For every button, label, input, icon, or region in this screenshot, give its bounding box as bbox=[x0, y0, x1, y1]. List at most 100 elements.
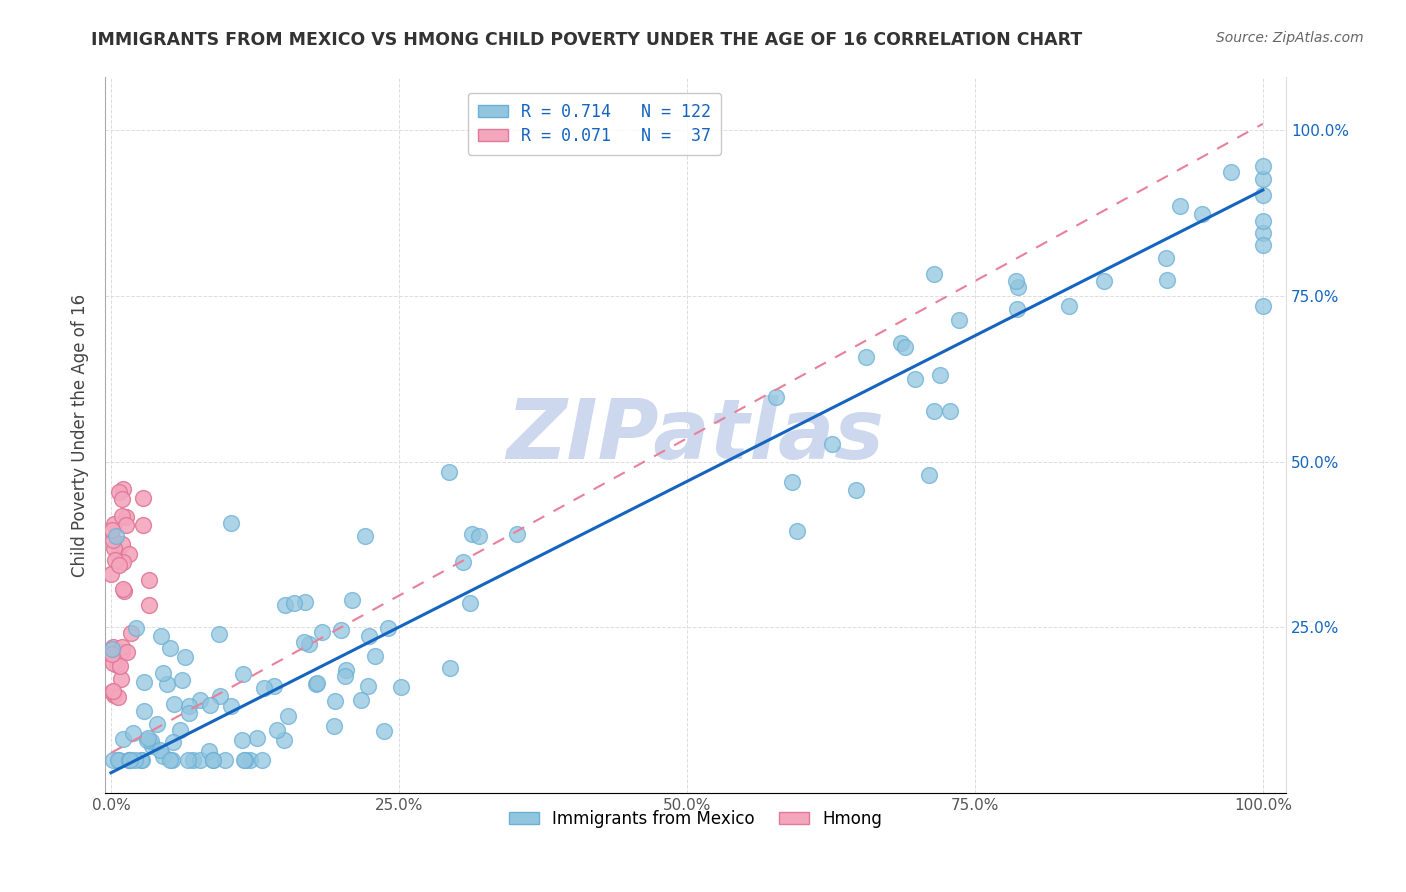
Point bbox=[111, 508, 134, 523]
Point bbox=[311, 625, 333, 640]
Point bbox=[110, 492, 132, 507]
Point bbox=[112, 555, 135, 569]
Point bbox=[219, 516, 242, 530]
Point bbox=[138, 599, 160, 613]
Point bbox=[437, 465, 460, 479]
Point bbox=[252, 681, 274, 695]
Point bbox=[922, 404, 945, 418]
Point bbox=[141, 739, 163, 753]
Text: Source: ZipAtlas.com: Source: ZipAtlas.com bbox=[1216, 31, 1364, 45]
Point bbox=[335, 663, 357, 677]
Point bbox=[103, 541, 125, 555]
Point bbox=[266, 723, 288, 738]
Point bbox=[298, 637, 321, 651]
Point bbox=[506, 526, 529, 541]
Point bbox=[111, 537, 134, 551]
Point bbox=[163, 697, 186, 711]
Point bbox=[1004, 274, 1026, 288]
Point bbox=[357, 680, 380, 694]
Point bbox=[1251, 237, 1274, 252]
Point bbox=[1219, 165, 1241, 179]
Point bbox=[939, 404, 962, 418]
Point bbox=[198, 744, 221, 758]
Point bbox=[132, 491, 155, 505]
Point bbox=[277, 708, 299, 723]
Point bbox=[149, 629, 172, 643]
Point bbox=[1168, 199, 1191, 213]
Point bbox=[112, 583, 135, 598]
Point bbox=[136, 733, 159, 747]
Point bbox=[451, 555, 474, 569]
Point bbox=[273, 733, 295, 747]
Point bbox=[108, 484, 131, 499]
Point bbox=[101, 753, 124, 767]
Point bbox=[103, 533, 125, 547]
Point bbox=[100, 642, 122, 657]
Point bbox=[159, 640, 181, 655]
Point bbox=[103, 688, 125, 702]
Point bbox=[132, 675, 155, 690]
Point bbox=[232, 753, 254, 767]
Point bbox=[101, 647, 124, 661]
Point bbox=[894, 340, 917, 354]
Point bbox=[103, 516, 125, 531]
Point bbox=[169, 723, 191, 737]
Point bbox=[188, 753, 211, 767]
Point bbox=[1007, 302, 1029, 317]
Point bbox=[1156, 272, 1178, 286]
Point bbox=[1092, 274, 1115, 288]
Point bbox=[364, 648, 387, 663]
Point bbox=[105, 657, 128, 672]
Point bbox=[305, 676, 328, 690]
Point bbox=[134, 704, 156, 718]
Point bbox=[765, 390, 787, 404]
Point bbox=[918, 467, 941, 482]
Point bbox=[890, 335, 912, 350]
Point bbox=[118, 753, 141, 767]
Point bbox=[103, 640, 125, 655]
Point bbox=[1251, 299, 1274, 313]
Point bbox=[322, 719, 344, 733]
Point bbox=[239, 753, 262, 767]
Point bbox=[114, 518, 136, 533]
Point bbox=[1007, 279, 1029, 293]
Point bbox=[120, 626, 142, 640]
Point bbox=[160, 753, 183, 767]
Point bbox=[782, 475, 804, 490]
Point bbox=[190, 693, 212, 707]
Point bbox=[209, 689, 232, 703]
Point bbox=[101, 523, 124, 537]
Point bbox=[1251, 159, 1274, 173]
Point bbox=[468, 529, 491, 543]
Point bbox=[110, 672, 132, 686]
Point bbox=[354, 529, 377, 543]
Point bbox=[342, 592, 364, 607]
Point bbox=[101, 685, 124, 699]
Text: IMMIGRANTS FROM MEXICO VS HMONG CHILD POVERTY UNDER THE AGE OF 16 CORRELATION CH: IMMIGRANTS FROM MEXICO VS HMONG CHILD PO… bbox=[91, 31, 1083, 49]
Point bbox=[149, 743, 172, 757]
Point bbox=[132, 517, 155, 532]
Point bbox=[1191, 207, 1213, 221]
Point bbox=[111, 582, 134, 596]
Point bbox=[181, 753, 204, 767]
Point bbox=[904, 372, 927, 386]
Point bbox=[202, 753, 225, 767]
Text: ZIPatlas: ZIPatlas bbox=[506, 394, 884, 475]
Point bbox=[121, 725, 143, 739]
Point bbox=[111, 640, 134, 655]
Point bbox=[263, 679, 285, 693]
Point bbox=[283, 596, 305, 610]
Point bbox=[389, 680, 412, 694]
Point bbox=[1251, 214, 1274, 228]
Point bbox=[108, 558, 131, 572]
Point bbox=[125, 621, 148, 635]
Point bbox=[292, 635, 315, 649]
Point bbox=[232, 667, 254, 681]
Legend: Immigrants from Mexico, Hmong: Immigrants from Mexico, Hmong bbox=[502, 803, 890, 834]
Point bbox=[170, 673, 193, 687]
Point bbox=[136, 731, 159, 745]
Point bbox=[108, 753, 131, 767]
Point bbox=[101, 656, 124, 670]
Point bbox=[233, 753, 256, 767]
Point bbox=[458, 596, 481, 610]
